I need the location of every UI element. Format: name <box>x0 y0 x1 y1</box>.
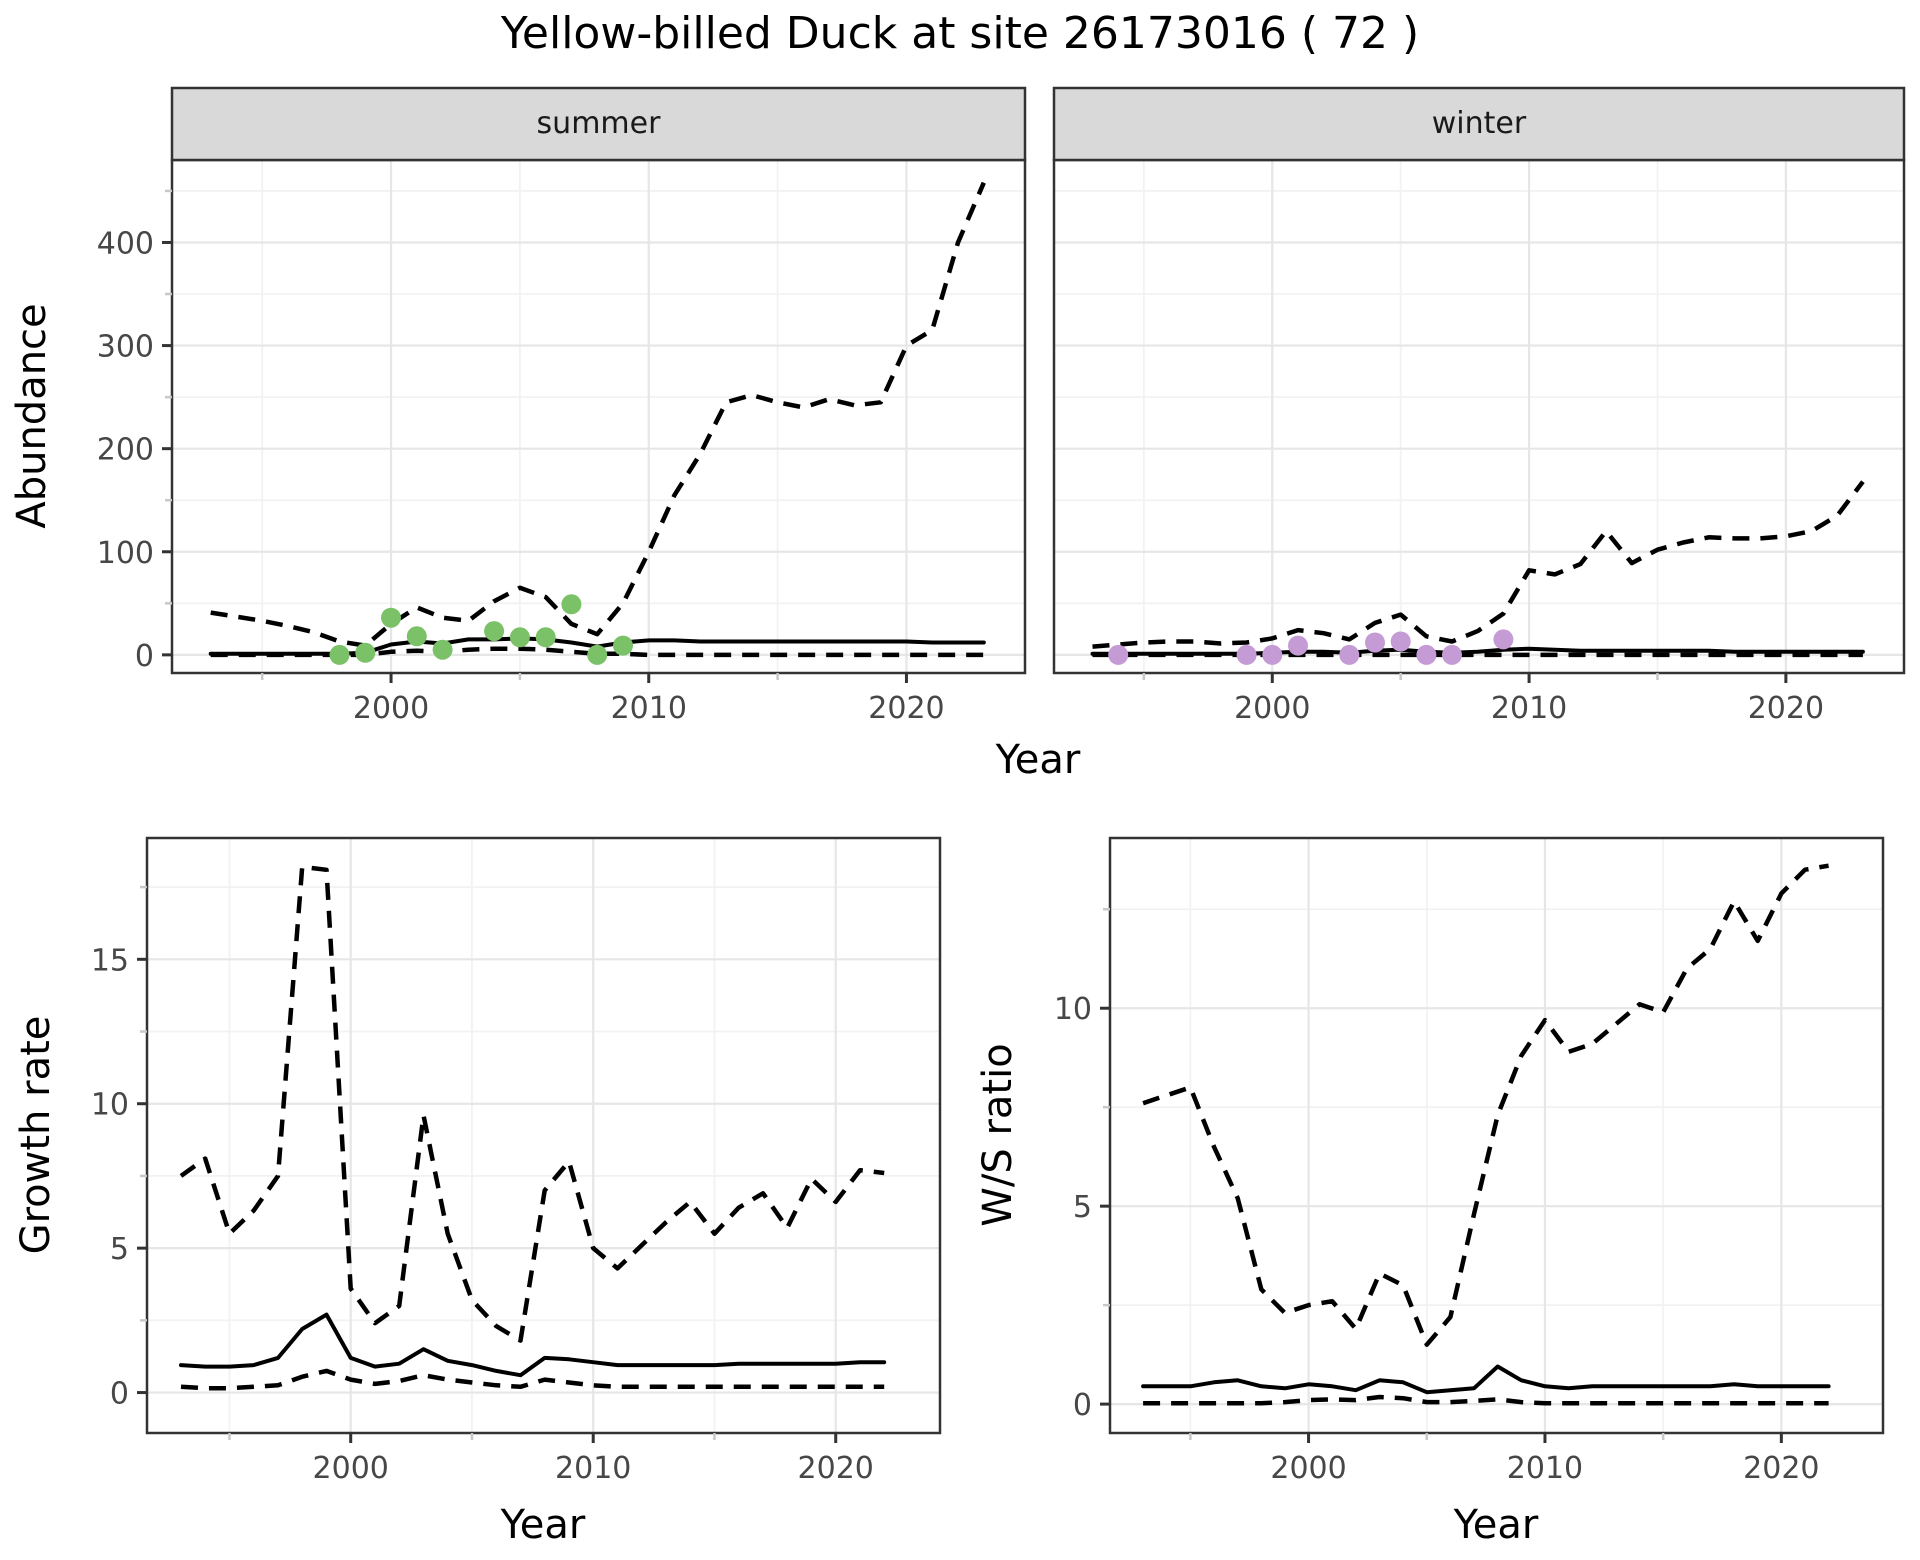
x-tick-label: 2000 <box>1234 691 1310 726</box>
summer-observed-point <box>535 627 556 648</box>
median-line <box>179 1312 887 1378</box>
panel-summer: 2000 2010 2020 0 100 200 300 400 <box>97 86 1027 726</box>
winter-observed-point <box>1390 631 1411 652</box>
summer-observed-point <box>406 626 427 647</box>
winter-observed-point <box>1236 644 1257 665</box>
facet-strip-box <box>170 86 1027 162</box>
summer-observed-point <box>613 635 633 656</box>
y-tick-label: 300 <box>97 330 154 365</box>
y-tick-label: 200 <box>97 433 154 468</box>
panel-winter: 2000 2010 2020 <box>1052 86 1906 726</box>
y-axis-title-ws-ratio: W/S ratio <box>975 1043 1021 1227</box>
upper-ci-line <box>210 181 986 648</box>
y-tick-label: 5 <box>110 1232 129 1267</box>
y-tick-label: 0 <box>1073 1388 1092 1423</box>
winter-observed-point <box>1493 629 1514 650</box>
plot-title: Yellow-billed Duck at site 26173016 ( 72… <box>500 8 1420 59</box>
y-tick-label: 0 <box>135 639 154 674</box>
x-axis-title-year-top: Year <box>995 737 1081 783</box>
summer-observed-point <box>509 627 530 648</box>
panel-ws: 2000 2010 2020 0 5 10 <box>1054 836 1885 1486</box>
y-tick-label: 5 <box>1073 1190 1092 1225</box>
y-tick-label: 15 <box>91 943 129 978</box>
x-axis-title-year-ws: Year <box>1453 1502 1539 1548</box>
winter-observed-point <box>1288 635 1308 656</box>
x-tick-label: 2020 <box>798 1451 874 1486</box>
panel-border <box>145 836 942 1435</box>
upper-ci-line <box>1142 863 1829 1347</box>
x-tick-label: 2020 <box>868 691 944 726</box>
winter-observed-point <box>1416 644 1437 665</box>
x-tick-label: 2010 <box>1491 691 1567 726</box>
summer-observed-point <box>329 644 350 665</box>
panel-background <box>172 160 1025 673</box>
facet-strip-box <box>1052 86 1906 162</box>
summer-observed-point <box>432 639 453 660</box>
winter-observed-point <box>1108 644 1129 665</box>
summer-observed-point <box>587 644 608 665</box>
x-tick-label: 2010 <box>611 691 687 726</box>
lower-ci-line <box>180 1368 885 1391</box>
summer-observed-point <box>484 621 505 642</box>
winter-observed-point <box>1339 644 1360 665</box>
x-axis-title-year-growth: Year <box>500 1502 586 1548</box>
x-tick-label: 2010 <box>555 1451 631 1486</box>
x-tick-label: 2000 <box>313 1451 389 1486</box>
panel-border <box>1108 836 1885 1435</box>
winter-observed-point <box>1365 632 1385 653</box>
y-tick-label: 400 <box>97 226 154 261</box>
x-tick-label: 2020 <box>1743 1451 1819 1486</box>
y-tick-label: 100 <box>97 536 154 571</box>
summer-observed-point <box>381 607 401 628</box>
panel-background <box>147 838 940 1433</box>
panel-background <box>1054 160 1904 673</box>
x-tick-label: 2000 <box>353 691 429 726</box>
y-axis-title-growth-rate: Growth rate <box>13 1015 59 1255</box>
panel-background <box>1110 838 1883 1433</box>
winter-observed-point <box>1262 644 1283 665</box>
lower-ci-line <box>1143 1394 1829 1406</box>
x-tick-label: 2010 <box>1507 1451 1583 1486</box>
y-tick-label: 10 <box>1054 992 1092 1027</box>
x-tick-label: 2020 <box>1748 691 1824 726</box>
median-line <box>1141 1364 1831 1395</box>
facet-strip-winter: winter <box>1431 106 1527 141</box>
y-axis-title-abundance: Abundance <box>9 303 55 529</box>
summer-observed-point <box>561 594 582 615</box>
winter-observed-point <box>1442 644 1462 665</box>
y-tick-label: 0 <box>110 1377 129 1412</box>
y-tick-label: 10 <box>91 1088 129 1123</box>
upper-ci-line <box>1092 480 1865 649</box>
summer-observed-point <box>355 642 376 663</box>
facet-strip-summer: summer <box>536 106 661 141</box>
panel-growth: 2000 2010 2020 0 5 10 15 <box>91 836 942 1486</box>
x-tick-label: 2000 <box>1270 1451 1346 1486</box>
